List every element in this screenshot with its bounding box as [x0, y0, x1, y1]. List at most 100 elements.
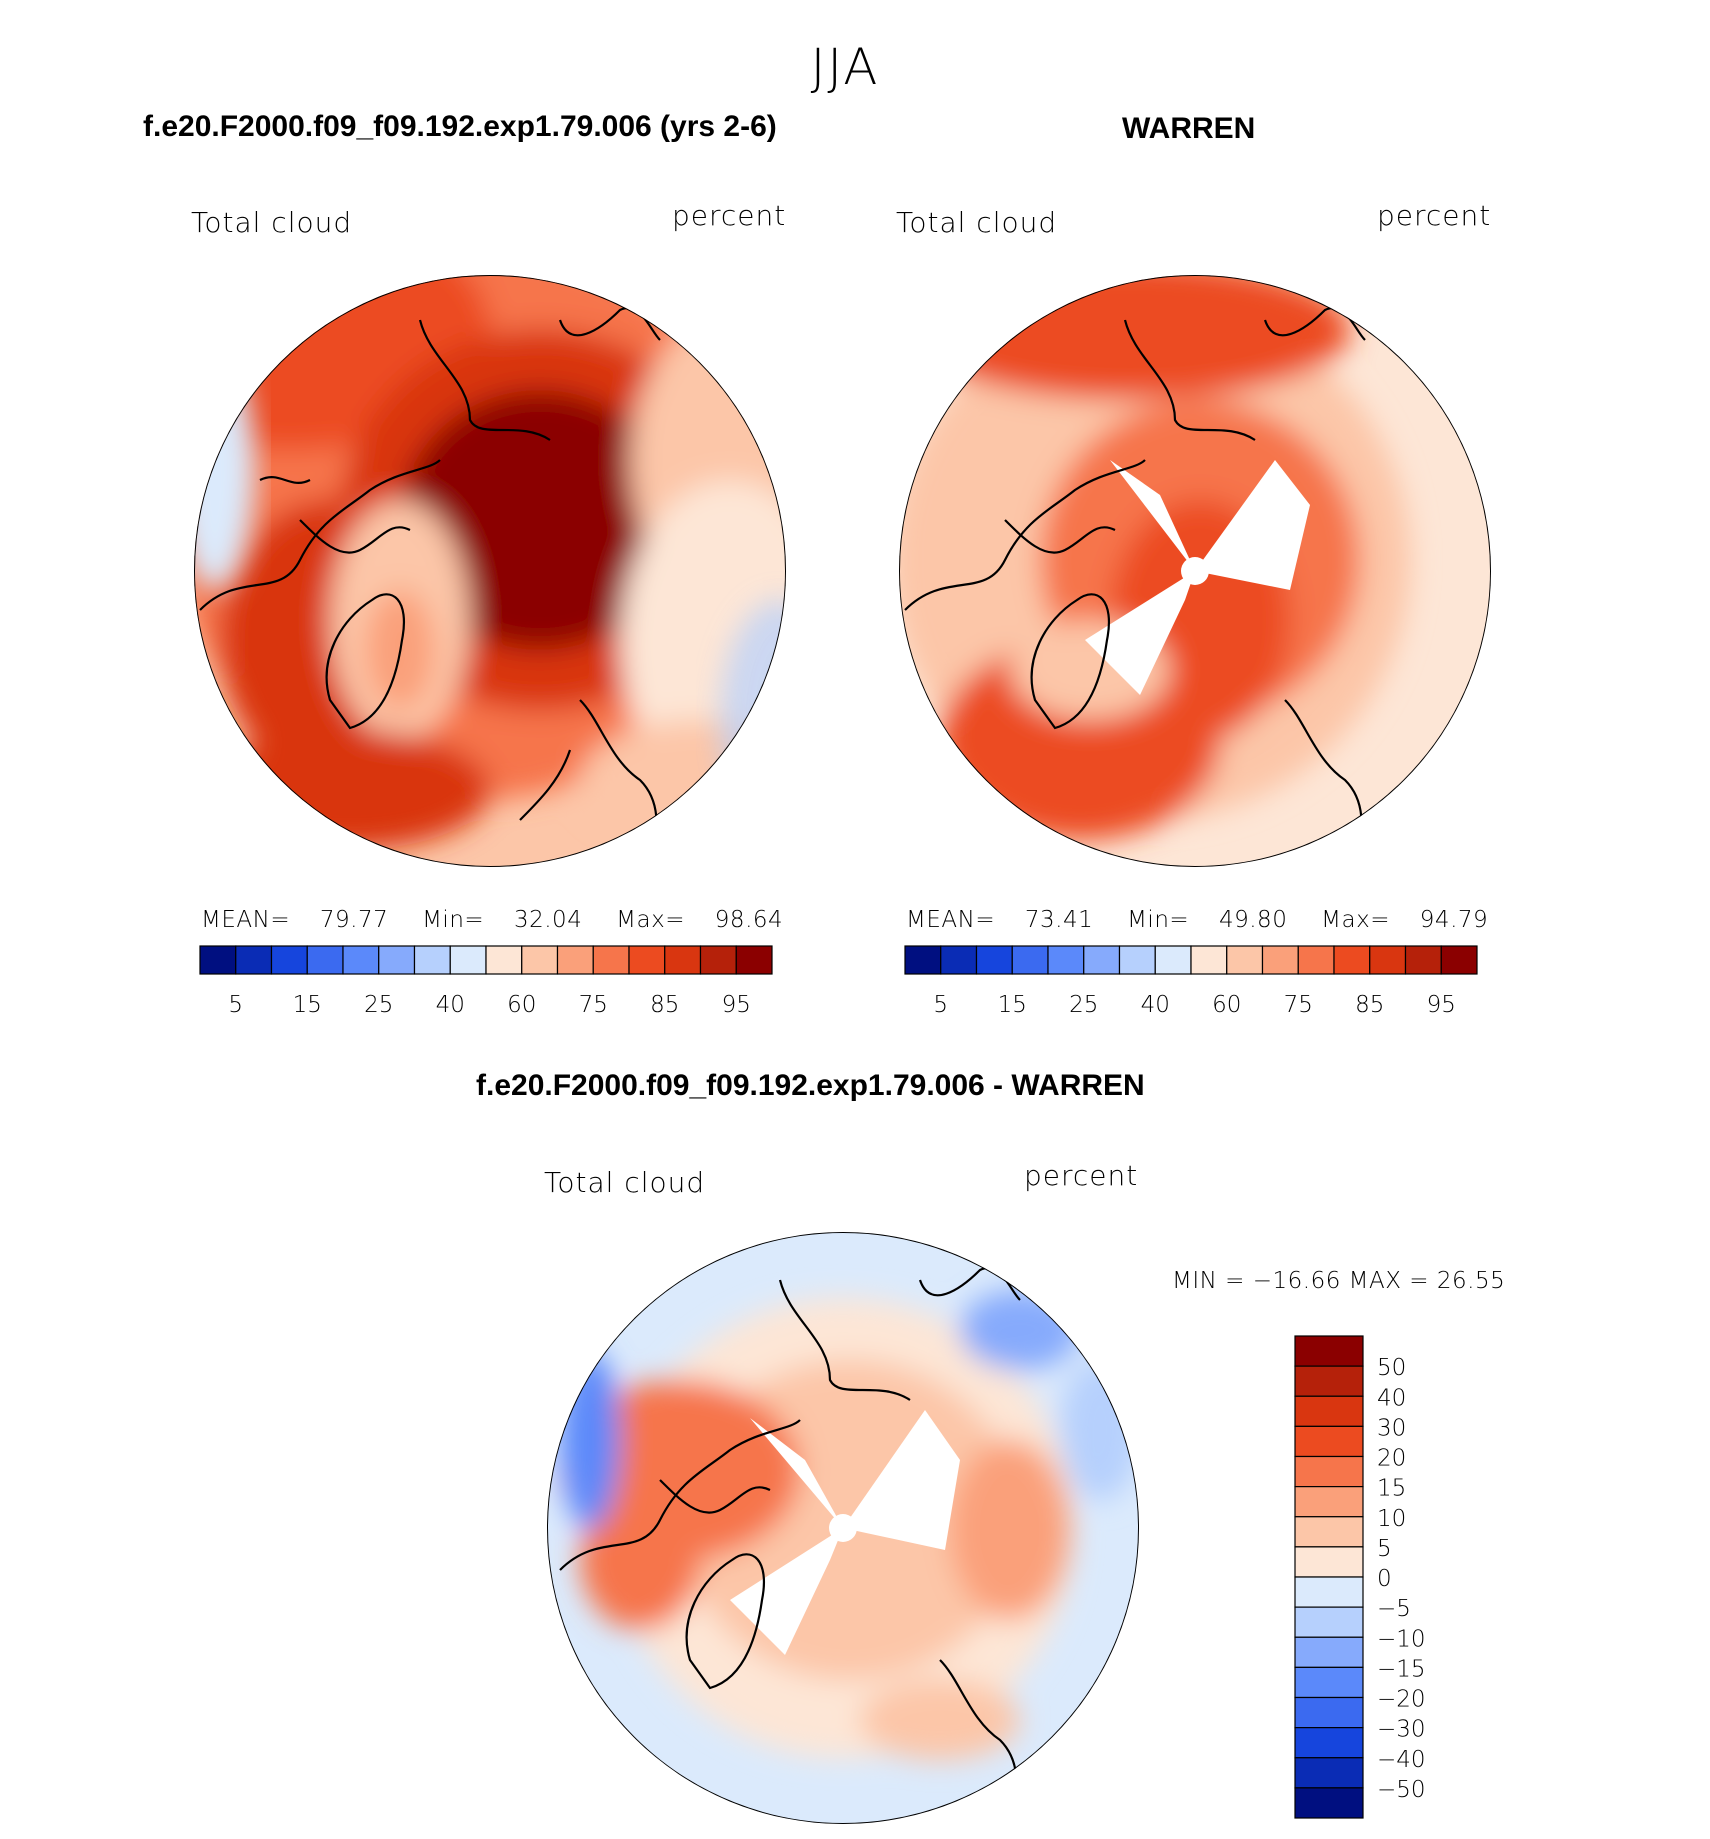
diff-colorbar-box [1294, 1696, 1364, 1729]
left-colorbar-box [485, 945, 523, 975]
right-colorbar-box [1226, 945, 1264, 975]
diff-colorbar-box [1294, 1666, 1364, 1699]
right-panel-heading: WARREN [1122, 112, 1256, 145]
right-colorbar-box [975, 945, 1013, 975]
right-colorbar-box [1083, 945, 1121, 975]
right-colorbar-box [1369, 945, 1407, 975]
right-colorbar-box [1261, 945, 1299, 975]
diff-minmax: MIN = −16.66 MAX = 26.55 [1172, 1268, 1506, 1294]
left-colorbar-tick-label: 40 [436, 992, 465, 1018]
right-missing-data [1085, 460, 1310, 695]
left-colorbar-box [378, 945, 416, 975]
right-colorbar-box [1118, 945, 1156, 975]
left-colorbar-box [664, 945, 702, 975]
left-colorbar-tick-label: 5 [228, 992, 243, 1018]
diff-colorbar-tick-label: −5 [1377, 1596, 1411, 1622]
left-stats: MEAN= 79.77 Min= 32.04 Max= 98.64 [201, 907, 783, 933]
right-max-label: Max= [1321, 907, 1390, 933]
left-colorbar-box [592, 945, 630, 975]
right-colorbar-tick-label: 40 [1141, 992, 1170, 1018]
right-polar-map [899, 275, 1491, 867]
right-colorbar-tick-label: 15 [998, 992, 1027, 1018]
diff-colorbar-box [1294, 1727, 1364, 1759]
left-colorbar-box [270, 945, 308, 975]
diff-colorbar-box [1294, 1576, 1364, 1608]
right-colorbar-box [1333, 945, 1371, 975]
right-colorbar: 5 15 25 40 60 75 85 95 [904, 945, 1478, 1018]
left-colorbar-box [199, 945, 237, 975]
right-colorbar-box [1190, 945, 1228, 975]
diff-panel-heading: f.e20.F2000.f09_f09.192.exp1.79.006 - WA… [476, 1069, 1145, 1102]
left-colorbar-box [413, 945, 451, 975]
left-colorbar-tick-label: 25 [364, 992, 393, 1018]
diff-variable-label: Total cloud [544, 1166, 706, 1199]
diff-colorbar-box [1294, 1606, 1364, 1638]
right-colorbar-tick-label: 5 [933, 992, 948, 1018]
right-colorbar-box [1011, 945, 1049, 975]
diff-colorbar-box [1294, 1787, 1364, 1819]
diff-colorbar-tick-label: 30 [1377, 1415, 1406, 1441]
left-colorbar-box [306, 945, 344, 975]
left-panel-heading: f.e20.F2000.f09_f09.192.exp1.79.006 (yrs… [143, 110, 777, 143]
left-max-value: 98.64 [714, 907, 784, 933]
diff-colorbar-box [1294, 1425, 1364, 1458]
diff-colorbar-tick-label: −20 [1377, 1687, 1426, 1713]
right-min-value: 49.80 [1218, 907, 1288, 933]
diff-colorbar-box [1294, 1335, 1364, 1367]
right-stats: MEAN= 73.41 Min= 49.80 Max= 94.79 [906, 907, 1488, 933]
right-mean-value: 73.41 [1024, 907, 1094, 933]
left-colorbar-tick-label: 60 [507, 992, 536, 1018]
left-colorbar-box [699, 945, 737, 975]
diff-colorbar-box [1294, 1455, 1364, 1488]
figure-title: JJA [810, 38, 880, 96]
diff-units-label: percent [1024, 1159, 1139, 1192]
diff-colorbar-tick-label: 10 [1377, 1506, 1406, 1532]
right-colorbar-box [940, 945, 978, 975]
left-units-label: percent [672, 199, 787, 232]
right-units-label: percent [1377, 199, 1492, 232]
right-colorbar-tick-label: 25 [1069, 992, 1098, 1018]
left-colorbar-box [521, 945, 559, 975]
right-colorbar-box [904, 945, 942, 975]
diff-colorbar-tick-label: 0 [1377, 1566, 1392, 1592]
right-colorbar-tick-label: 75 [1284, 992, 1313, 1018]
diff-colorbar-tick-label: −50 [1377, 1777, 1426, 1803]
left-colorbar-box [735, 945, 773, 975]
diff-colorbar-box [1294, 1395, 1364, 1427]
diff-colorbar-tick-label: 20 [1377, 1446, 1406, 1472]
left-colorbar-tick-label: 95 [722, 992, 751, 1018]
diff-colorbar-tick-label: 5 [1377, 1536, 1392, 1562]
left-max-label: Max= [616, 907, 685, 933]
right-colorbar-tick-label: 85 [1355, 992, 1384, 1018]
left-colorbar: 5 15 25 40 60 75 85 95 [199, 945, 773, 1018]
diff-colorbar-box [1294, 1365, 1364, 1397]
right-min-label: Min= [1127, 907, 1190, 933]
diff-colorbar-box [1294, 1757, 1364, 1789]
right-max-value: 94.79 [1419, 907, 1489, 933]
right-colorbar-box [1404, 945, 1442, 975]
diff-colorbar-tick-label: 15 [1377, 1476, 1406, 1502]
left-colorbar-tick-label: 75 [579, 992, 608, 1018]
left-colorbar-box [556, 945, 594, 975]
right-colorbar-box [1440, 945, 1478, 975]
diff-colorbar-box [1294, 1516, 1364, 1548]
right-mean-label: MEAN= [906, 907, 996, 933]
left-colorbar-box [235, 945, 273, 975]
left-colorbar-box [628, 945, 666, 975]
diff-colorbar-tick-label: −10 [1377, 1626, 1426, 1652]
left-min-value: 32.04 [513, 907, 583, 933]
left-variable-label: Total cloud [191, 206, 353, 239]
diff-colorbar-box [1294, 1546, 1364, 1578]
right-colorbar-tick-label: 60 [1212, 992, 1241, 1018]
left-colorbar-box [449, 945, 487, 975]
diff-colorbar-tick-label: −15 [1377, 1656, 1426, 1682]
diff-polar-map [547, 1232, 1139, 1824]
diff-colorbar-box [1294, 1486, 1364, 1518]
right-colorbar-box [1154, 945, 1192, 975]
right-variable-label: Total cloud [896, 206, 1058, 239]
diff-colorbar-tick-label: −30 [1377, 1717, 1426, 1743]
diff-colorbar-tick-label: 50 [1377, 1355, 1406, 1381]
left-mean-value: 79.77 [319, 907, 389, 933]
left-polar-map [194, 275, 786, 867]
